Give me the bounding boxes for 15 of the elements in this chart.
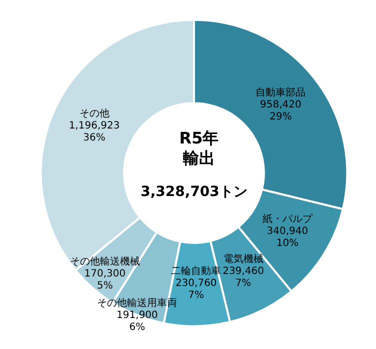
data-label: 1,196,923 36% xyxy=(68,120,120,144)
text: 輸出 xyxy=(182,148,215,168)
data-label: 191,900 6% xyxy=(116,310,158,333)
slice-label: その他 xyxy=(79,107,110,120)
data-label: 239,460 7% xyxy=(222,266,264,290)
slice-label: その他輸送機械 xyxy=(70,256,140,268)
slice-label: 紙・パルプ xyxy=(262,213,314,226)
text: 3,328,703トン xyxy=(140,184,248,200)
data-label: 340,940 10% xyxy=(266,226,308,250)
data-label: 230,760 7% xyxy=(175,278,217,301)
slice-label: 電気機械 xyxy=(223,253,264,266)
data-label: 170,300 5% xyxy=(84,268,126,292)
slice-label: 自動車部品 xyxy=(256,86,306,98)
text: R5年 xyxy=(179,128,219,148)
data-label: 958,420 29% xyxy=(260,99,302,122)
